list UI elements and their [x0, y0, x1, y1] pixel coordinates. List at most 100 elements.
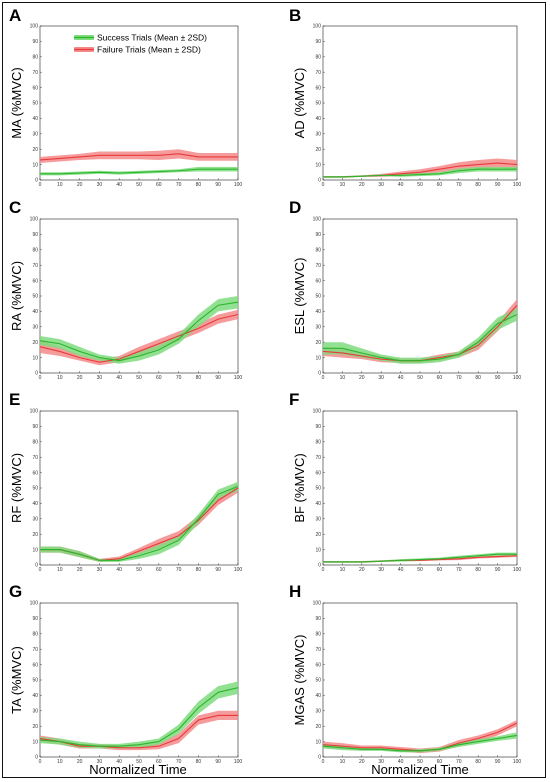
x-tick-label: 70 [456, 759, 462, 765]
x-tick-label: 100 [513, 567, 522, 573]
plot-area [322, 410, 518, 566]
y-tick-label: 20 [315, 147, 321, 153]
y-tick-label: 50 [32, 101, 38, 107]
y-tick-label: 90 [32, 424, 38, 430]
x-tick-label: 70 [176, 759, 182, 765]
panel-h: H MGAS (%MVC) 0 10 20 30 40 50 60 70 80 90 100 0 10 20 3… [289, 582, 521, 765]
y-tick-label: 20 [32, 724, 38, 730]
y-tick-label: 70 [32, 70, 38, 76]
y-tick-label: 60 [32, 85, 38, 91]
y-tick-label: 0 [35, 371, 38, 377]
x-tick-label: 30 [378, 182, 384, 188]
y-tick-label: 60 [315, 470, 321, 476]
y-tick-label: 100 [313, 601, 322, 607]
x-tick-label: 40 [398, 375, 404, 381]
y-axis-label: MA (%MVC) [9, 67, 24, 139]
x-tick-label: 60 [156, 182, 162, 188]
panel-d: D ESL (%MVC) 0 10 20 30 40 50 60 70 80 90 100 0 10 20 30… [289, 198, 521, 381]
panel-c: C RA (%MVC) 0 10 20 30 40 50 60 70 80 90 100 0 10 20 30 4… [9, 198, 242, 381]
x-tick-label: 10 [57, 375, 63, 381]
x-tick-label: 80 [475, 375, 481, 381]
y-tick-label: 10 [315, 547, 321, 553]
y-tick-label: 60 [32, 662, 38, 668]
y-tick-label: 90 [315, 39, 321, 45]
x-tick-label: 20 [359, 375, 365, 381]
x-tick-label: 70 [456, 182, 462, 188]
y-tick-label: 20 [32, 532, 38, 538]
x-tick-label: 10 [57, 567, 63, 573]
y-tick-label: 100 [313, 217, 322, 223]
plot-area [322, 25, 518, 181]
y-tick-label: 90 [32, 616, 38, 622]
y-tick-label: 70 [32, 647, 38, 653]
y-tick-label: 10 [32, 355, 38, 361]
y-tick-label: 70 [32, 455, 38, 461]
legend-failure-label: Failure Trials (Mean ± 2SD) [97, 45, 201, 55]
x-tick-label: 60 [156, 375, 162, 381]
y-tick-label: 100 [30, 409, 39, 415]
x-tick-label: 30 [97, 375, 103, 381]
y-tick-label: 60 [32, 278, 38, 284]
y-tick-label: 10 [315, 162, 321, 168]
x-tick-label: 60 [437, 182, 443, 188]
x-tick-label: 100 [234, 567, 243, 573]
x-tick-label: 70 [176, 182, 182, 188]
x-tick-label: 70 [176, 567, 182, 573]
y-tick-label: 40 [32, 501, 38, 507]
y-tick-label: 30 [315, 517, 321, 523]
x-tick-label: 60 [437, 375, 443, 381]
y-axis-label: TA (%MVC) [9, 646, 24, 714]
y-tick-label: 80 [315, 248, 321, 254]
y-tick-label: 50 [315, 678, 321, 684]
failure-band [323, 158, 517, 178]
x-tick-label: 100 [513, 759, 522, 765]
x-tick-label: 40 [116, 375, 122, 381]
x-tick-label: 0 [322, 375, 325, 381]
y-tick-label: 80 [32, 248, 38, 254]
y-tick-label: 90 [32, 232, 38, 238]
x-tick-label: 50 [136, 182, 142, 188]
x-tick-label: 70 [456, 375, 462, 381]
x-axis-label-right: Normalized Time [371, 762, 469, 777]
panel-letter: B [289, 6, 301, 25]
y-tick-label: 90 [315, 232, 321, 238]
y-tick-label: 30 [32, 132, 38, 138]
panel-letter: C [9, 198, 21, 217]
y-tick-label: 40 [315, 693, 321, 699]
y-axis-label: RF (%MVC) [9, 453, 24, 523]
x-tick-label: 70 [176, 375, 182, 381]
x-tick-label: 100 [234, 759, 243, 765]
x-tick-label: 10 [57, 182, 63, 188]
x-tick-label: 80 [475, 567, 481, 573]
success-band [323, 732, 517, 753]
panel-letter: A [9, 6, 21, 25]
y-tick-label: 20 [315, 340, 321, 346]
panel-g: G TA (%MVC) 0 10 20 30 40 50 60 70 80 90 100 0 10 20 30 4… [9, 582, 242, 765]
x-tick-label: 50 [417, 759, 423, 765]
y-tick-label: 100 [30, 24, 39, 30]
x-tick-label: 70 [456, 567, 462, 573]
x-tick-label: 10 [57, 759, 63, 765]
panel-e: E RF (%MVC) 0 10 20 30 40 50 60 70 80 90 100 0 10 20 30 4… [9, 390, 242, 573]
success-band [40, 296, 238, 364]
success-mean-line [39, 687, 239, 747]
y-tick-label: 40 [32, 116, 38, 122]
y-tick-label: 90 [32, 39, 38, 45]
y-tick-label: 0 [35, 178, 38, 184]
y-tick-label: 100 [313, 24, 322, 30]
legend-success-label: Success Trials (Mean ± 2SD) [97, 33, 207, 43]
x-tick-label: 0 [39, 375, 42, 381]
x-tick-label: 60 [437, 759, 443, 765]
x-tick-label: 30 [97, 182, 103, 188]
x-tick-label: 90 [495, 759, 501, 765]
y-tick-label: 0 [35, 755, 38, 761]
x-tick-label: 0 [322, 759, 325, 765]
success-band [40, 481, 238, 562]
y-tick-label: 100 [30, 217, 39, 223]
x-tick-label: 90 [215, 759, 221, 765]
failure-band [40, 710, 238, 751]
y-tick-label: 80 [32, 632, 38, 638]
y-tick-label: 50 [32, 294, 38, 300]
x-tick-label: 40 [398, 759, 404, 765]
